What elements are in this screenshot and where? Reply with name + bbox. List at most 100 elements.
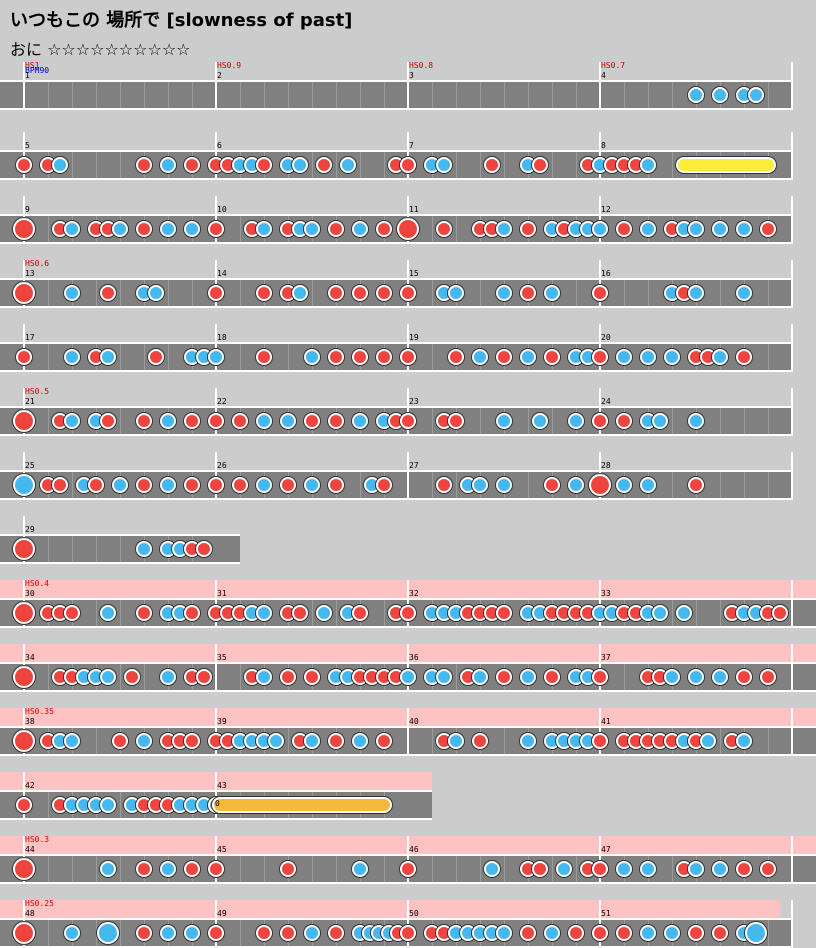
ka-note xyxy=(616,477,632,493)
beat-line xyxy=(624,280,625,306)
don-note xyxy=(184,157,200,173)
ka-note xyxy=(520,349,536,365)
measure-number: 11 xyxy=(409,205,419,214)
don-note xyxy=(592,733,608,749)
don-note xyxy=(136,925,152,941)
beat-line xyxy=(504,856,505,882)
beat-line xyxy=(720,728,721,754)
beat-line xyxy=(240,664,241,690)
beat-line xyxy=(48,216,49,242)
don-note xyxy=(712,925,728,941)
ka-note xyxy=(640,349,656,365)
don-note xyxy=(136,221,152,237)
ka-note xyxy=(568,413,584,429)
beat-line xyxy=(72,856,73,882)
don-note xyxy=(280,861,296,877)
ka-note xyxy=(688,87,704,103)
don-note xyxy=(196,541,212,557)
don-note xyxy=(196,669,212,685)
ka-note xyxy=(256,413,272,429)
ka-note xyxy=(160,669,176,685)
beat-line xyxy=(432,856,433,882)
ka-big-note xyxy=(745,922,767,944)
ka-note xyxy=(160,413,176,429)
don-note xyxy=(400,285,416,301)
bar-line xyxy=(407,836,409,884)
don-note xyxy=(472,733,488,749)
scroll-speed-label: HS0.25 xyxy=(25,899,54,908)
don-big-note xyxy=(589,474,611,496)
ka-note xyxy=(304,221,320,237)
scroll-speed-label: HS1 xyxy=(25,61,40,70)
don-note xyxy=(352,285,368,301)
don-note xyxy=(136,605,152,621)
beat-line xyxy=(288,344,289,370)
don-note xyxy=(208,221,224,237)
bar-line xyxy=(599,836,601,884)
beat-line xyxy=(48,856,49,882)
beat-line xyxy=(384,856,385,882)
don-note xyxy=(328,285,344,301)
don-note xyxy=(736,861,752,877)
measure-number: 34 xyxy=(25,653,35,662)
don-note xyxy=(592,349,608,365)
bar-line xyxy=(791,196,793,244)
don-note xyxy=(184,733,200,749)
beat-line xyxy=(360,82,361,108)
don-note xyxy=(16,157,32,173)
bar-line xyxy=(215,708,217,756)
don-note xyxy=(496,605,512,621)
beat-line xyxy=(360,152,361,178)
don-big-note xyxy=(397,218,419,240)
ka-note xyxy=(484,861,500,877)
don-big-note xyxy=(13,666,35,688)
ka-note xyxy=(304,733,320,749)
don-note xyxy=(184,477,200,493)
balloon-roll-bar: 0 xyxy=(212,797,392,813)
beat-line xyxy=(120,408,121,434)
ka-big-note xyxy=(13,474,35,496)
don-note xyxy=(148,349,164,365)
beat-line xyxy=(552,82,553,108)
ka-note xyxy=(64,413,80,429)
beat-line xyxy=(456,82,457,108)
don-note xyxy=(520,285,536,301)
don-note xyxy=(328,349,344,365)
measure-number: 17 xyxy=(25,333,35,342)
measure-number: 6 xyxy=(217,141,222,150)
don-note xyxy=(328,221,344,237)
scroll-speed-label: HS0.3 xyxy=(25,835,50,844)
ka-note xyxy=(112,221,128,237)
don-note xyxy=(544,477,560,493)
don-note xyxy=(592,413,608,429)
ka-note xyxy=(184,925,200,941)
beat-line xyxy=(552,856,553,882)
ka-note xyxy=(280,413,296,429)
don-note xyxy=(184,413,200,429)
ka-note xyxy=(100,669,116,685)
beat-line xyxy=(96,280,97,306)
ka-note xyxy=(640,861,656,877)
beat-line xyxy=(168,280,169,306)
ka-note xyxy=(352,413,368,429)
beat-line xyxy=(96,82,97,108)
beat-line xyxy=(288,728,289,754)
scroll-speed-label: HS0.9 xyxy=(217,61,242,70)
measure-number: 32 xyxy=(409,589,419,598)
ka-note xyxy=(316,605,332,621)
don-note xyxy=(544,669,560,685)
beat-line xyxy=(240,856,241,882)
beat-line xyxy=(384,152,385,178)
roll-count-label: 0 xyxy=(215,799,220,808)
beat-line xyxy=(120,600,121,626)
measure-number: 23 xyxy=(409,397,419,406)
beat-line xyxy=(48,408,49,434)
beat-line xyxy=(528,472,529,498)
ka-note xyxy=(292,285,308,301)
don-note xyxy=(352,605,368,621)
ka-note xyxy=(100,797,116,813)
ka-note xyxy=(736,733,752,749)
beat-line xyxy=(312,82,313,108)
beat-line xyxy=(648,82,649,108)
don-big-note xyxy=(13,410,35,432)
